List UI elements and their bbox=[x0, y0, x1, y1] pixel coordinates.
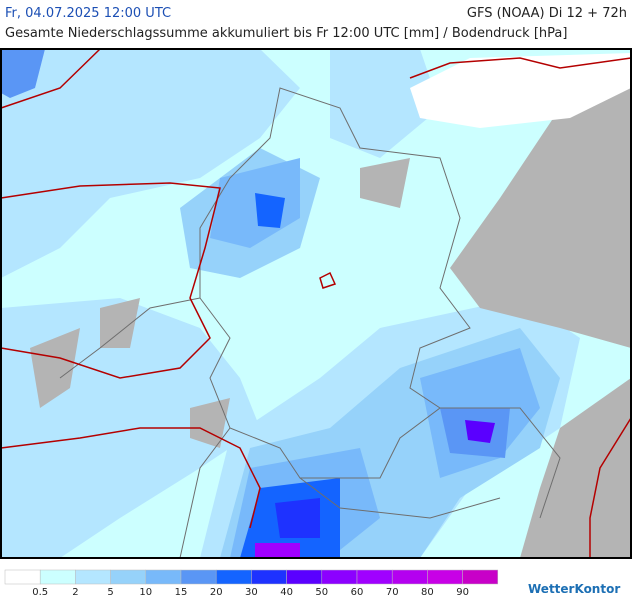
legend-swatch bbox=[180, 569, 217, 585]
isobars bbox=[0, 48, 632, 558]
legend-label: 0.5 bbox=[32, 587, 48, 598]
legend-label: 60 bbox=[351, 587, 364, 598]
model-run: GFS (NOAA) Di 12 + 72h bbox=[466, 6, 627, 21]
legend-swatch bbox=[462, 569, 499, 585]
legend-swatch bbox=[215, 569, 252, 585]
legend-swatch bbox=[39, 569, 76, 585]
legend-swatch bbox=[286, 569, 323, 585]
legend-swatch bbox=[75, 569, 111, 585]
legend-swatch bbox=[321, 569, 358, 585]
masked-land bbox=[30, 88, 631, 558]
legend-swatch bbox=[145, 569, 182, 585]
legend-swatch bbox=[110, 569, 147, 585]
legend-label: 90 bbox=[456, 587, 469, 598]
sea bbox=[410, 53, 631, 128]
precip-areas bbox=[1, 49, 580, 558]
borders bbox=[59, 87, 561, 559]
legend-label: 20 bbox=[210, 587, 223, 598]
legend-label: 5 bbox=[107, 587, 113, 598]
legend-swatch bbox=[427, 569, 463, 585]
legend: 0.5 2 5 10 15 20 30 40 50 60 70 80 90 bbox=[4, 569, 499, 598]
subtitle: Gesamte Niederschlagssumme akkumuliert b… bbox=[5, 26, 568, 41]
legend-label: 2 bbox=[72, 587, 78, 598]
valid-time: Fr, 04.07.2025 12:00 UTC bbox=[5, 6, 172, 21]
legend-label: 40 bbox=[280, 587, 293, 598]
map bbox=[0, 48, 632, 559]
legend-swatch bbox=[391, 569, 428, 585]
legend-swatch bbox=[356, 569, 393, 585]
legend-swatch bbox=[4, 569, 41, 585]
brand: WetterKontor bbox=[528, 582, 621, 596]
map-frame bbox=[0, 48, 632, 559]
legend-label: 80 bbox=[421, 587, 434, 598]
legend-swatch bbox=[251, 569, 287, 585]
legend-label: 70 bbox=[386, 587, 399, 598]
legend-label: 50 bbox=[315, 587, 328, 598]
legend-label: 10 bbox=[139, 587, 152, 598]
legend-label: 30 bbox=[245, 587, 258, 598]
legend-label: 15 bbox=[175, 587, 188, 598]
